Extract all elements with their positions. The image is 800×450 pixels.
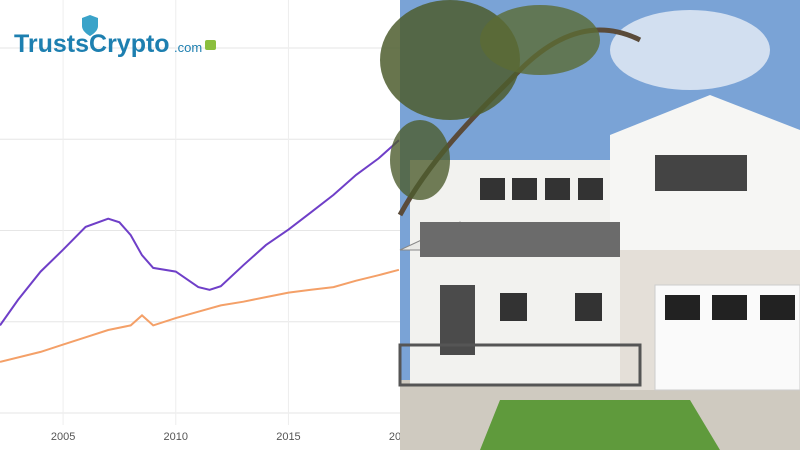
logo-lock [205, 40, 216, 50]
line [0, 139, 400, 326]
garage-window [760, 295, 795, 320]
logo-shield [82, 15, 98, 36]
x-tick-label: 2005 [51, 431, 75, 443]
cloud [610, 10, 770, 90]
x-tick-label: 2015 [276, 431, 300, 443]
window [575, 293, 602, 321]
window [655, 155, 747, 191]
chart: 2005 2010 2015 2020 [0, 0, 413, 443]
garage-window [712, 295, 747, 320]
garage-window [665, 295, 700, 320]
line [0, 268, 400, 363]
front-door [440, 285, 475, 355]
house-photo [380, 0, 800, 450]
tree-foliage [480, 5, 600, 75]
chart-bg [0, 0, 400, 450]
window [512, 178, 537, 200]
logo-suffix: .com [174, 40, 202, 55]
tree-foliage [390, 120, 450, 200]
logo: TrustsCrypto .com [14, 15, 216, 58]
logo-text: TrustsCrypto [14, 30, 170, 58]
x-tick-label: 2020 [389, 431, 413, 443]
window [545, 178, 570, 200]
x-tick-label: 2010 [164, 431, 188, 443]
window [500, 293, 527, 321]
porch-railing [398, 343, 642, 387]
window [578, 178, 603, 200]
roof [420, 222, 620, 257]
lawn [480, 400, 720, 450]
window [480, 178, 505, 200]
